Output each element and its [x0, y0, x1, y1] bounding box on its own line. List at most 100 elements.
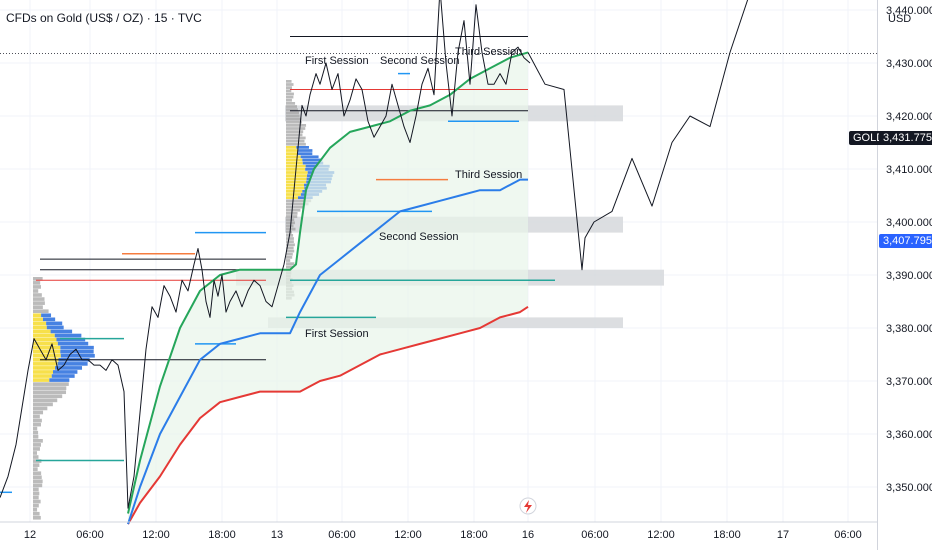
profile-bar	[286, 130, 303, 133]
profile-bar-value	[286, 155, 301, 158]
profile-bar	[58, 362, 88, 366]
profile-bar	[286, 127, 305, 130]
profile-bar	[286, 137, 306, 140]
profile-bar	[298, 152, 312, 155]
x-tick-label: 06:00	[328, 529, 356, 541]
profile-bar	[33, 516, 41, 520]
profile-bar	[286, 237, 294, 240]
profile-bar	[286, 105, 297, 108]
profile-bar	[49, 378, 69, 382]
profile-bar	[33, 443, 41, 447]
y-tick-label: 3,410.000	[886, 164, 932, 176]
profile-bar	[33, 386, 66, 390]
profile-bar	[286, 80, 292, 83]
profile-bar-value	[33, 318, 43, 322]
profile-bar	[33, 411, 43, 415]
y-tick-label: 3,390.000	[886, 270, 932, 282]
profile-bar	[52, 374, 75, 378]
profile-bar-value	[286, 177, 307, 180]
profile-bar	[286, 259, 290, 262]
profile-bar	[286, 118, 302, 121]
x-tick-label: 17	[777, 529, 789, 541]
profile-bar-value	[33, 346, 60, 350]
x-tick-label: 06:00	[76, 529, 104, 541]
profile-bar	[286, 83, 294, 86]
profile-bar	[46, 322, 62, 326]
profile-bar-value	[33, 366, 55, 370]
profile-bar	[33, 390, 66, 394]
profile-bar	[33, 419, 42, 423]
axis-separator	[877, 0, 878, 550]
profile-bar-value	[33, 322, 46, 326]
lightning-icon[interactable]	[520, 498, 536, 514]
profile-bar-value	[286, 196, 298, 199]
profile-bar	[53, 370, 77, 374]
profile-bar	[286, 231, 292, 234]
profile-bar	[286, 143, 306, 146]
profile-bar	[286, 256, 292, 259]
profile-bar-value	[286, 149, 298, 152]
profile-bar	[286, 86, 292, 89]
profile-bar	[47, 326, 64, 330]
profile-bar	[286, 240, 294, 243]
y-tick-label: 3,380.000	[886, 323, 932, 335]
last-price-tag: 3,431.775	[879, 131, 932, 145]
profile-bar-value	[286, 174, 307, 177]
profile-bar	[33, 435, 38, 439]
profile-bar	[33, 399, 57, 403]
profile-bar	[33, 407, 47, 411]
profile-bar	[286, 99, 292, 102]
profile-bar	[33, 293, 42, 297]
profile-bar	[286, 121, 302, 124]
profile-bar	[286, 93, 294, 96]
profile-bar	[33, 305, 43, 309]
profile-bar	[33, 301, 45, 305]
profile-bar	[33, 467, 38, 471]
currency-label[interactable]: USD	[888, 13, 911, 25]
profile-bar	[33, 451, 37, 455]
profile-bar	[286, 225, 293, 228]
profile-bar	[43, 318, 55, 322]
x-tick-label: 18:00	[460, 529, 488, 541]
profile-bar	[286, 102, 295, 105]
profile-bar	[286, 262, 294, 265]
profile-bar-value	[33, 334, 55, 338]
profile-bar-value	[286, 152, 298, 155]
profile-bar	[33, 471, 41, 475]
profile-bar	[33, 423, 41, 427]
profile-bar	[33, 480, 43, 484]
blue-line-price-tag: 3,407.795	[879, 234, 932, 248]
profile-bar	[286, 253, 293, 256]
profile-bar	[33, 309, 49, 313]
profile-bar	[41, 313, 51, 317]
profile-bar-value	[33, 338, 56, 342]
profile-bar	[286, 111, 299, 114]
session-label: Second Session	[380, 55, 460, 67]
x-tick-label: 06:00	[834, 529, 862, 541]
profile-bar	[33, 492, 39, 496]
x-tick-label: 12:00	[142, 529, 170, 541]
session-label: First Session	[305, 328, 369, 340]
profile-bar	[60, 346, 93, 350]
profile-bar	[286, 250, 294, 253]
profile-bar	[33, 512, 40, 516]
x-tick-label: 12:00	[647, 529, 675, 541]
y-tick-label: 3,400.000	[886, 217, 932, 229]
profile-bar	[33, 439, 43, 443]
profile-bar	[286, 96, 293, 99]
y-tick-label: 3,360.000	[886, 429, 932, 441]
y-tick-label: 3,420.000	[886, 111, 932, 123]
profile-bar	[298, 149, 313, 152]
profile-bar-value	[33, 313, 41, 317]
time-axis[interactable]: 12 06:00 12:00 18:00 13 06:00 12:00 18:00 16 06:0…	[0, 522, 877, 541]
y-tick-label: 3,370.000	[886, 376, 932, 388]
profile-bar	[33, 500, 41, 504]
profile-bar	[286, 115, 300, 118]
session-label: First Session	[305, 55, 369, 67]
profile-bar-value	[33, 362, 58, 366]
profile-bar	[286, 218, 294, 221]
profile-bar	[286, 133, 302, 136]
profile-bar	[33, 285, 41, 289]
session-label: Third Session	[455, 46, 522, 58]
